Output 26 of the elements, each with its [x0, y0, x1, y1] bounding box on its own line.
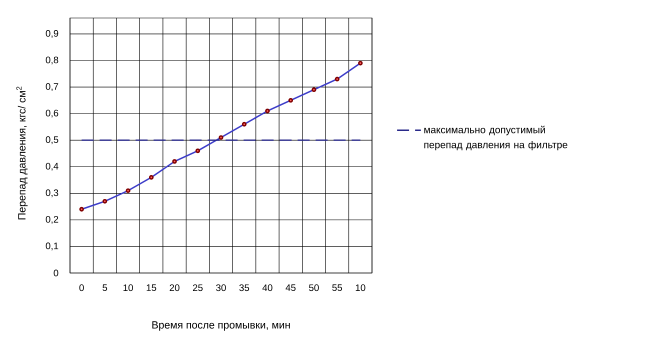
x-tick-label: 55	[332, 284, 342, 291]
x-tick-label: 20	[170, 284, 180, 292]
x-tick-label: 15	[146, 284, 156, 291]
x-tick-label: 30	[216, 284, 226, 292]
y-tick-label: 0,8	[46, 56, 58, 64]
x-tick-label: 50	[309, 284, 319, 292]
y-tick-label: 0,7	[46, 83, 58, 91]
y-axis-title: Перепад давления, кгс/ см$^{2}$	[16, 86, 28, 220]
x-tick-label: 40	[262, 284, 272, 292]
x-tick-label: 10	[124, 284, 133, 292]
x-tick-label: 25	[192, 284, 203, 292]
x-tick-label: 35	[239, 284, 250, 292]
y-tick-label: 0,9	[46, 30, 58, 38]
y-tick-label: 0	[54, 270, 58, 276]
legend-label: максимально допустимый перепад давления на фильтре	[424, 126, 568, 150]
y-tick-label: 0,5	[46, 136, 58, 144]
y-tick-label: 0,1	[46, 242, 58, 250]
y-tick-label: 0,3	[46, 189, 58, 198]
y-tick-label: 0,2	[46, 216, 58, 224]
x-axis-title: Время после промывки, мин	[152, 321, 290, 331]
y-tick-label: 0,6	[46, 110, 58, 118]
x-tick-label: 45	[286, 284, 296, 291]
y-tick-label: 0,4	[46, 162, 58, 171]
x-tick-label: 5	[102, 284, 108, 291]
x-tick-label: 10	[356, 284, 366, 292]
x-tick-label: 0	[79, 284, 84, 292]
